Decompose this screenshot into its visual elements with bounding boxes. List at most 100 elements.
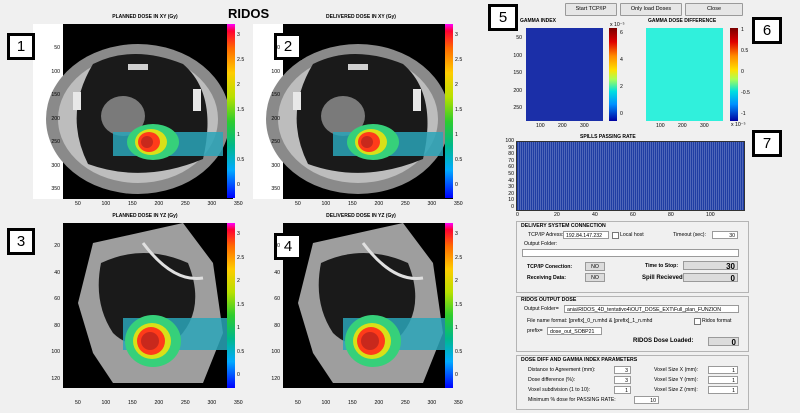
spills-ytick: 70: [508, 157, 514, 164]
dose-colorbar-tick: 1: [455, 132, 458, 138]
dose-colorbar-tick: 0: [455, 372, 458, 378]
plot1-image[interactable]: [33, 24, 233, 199]
ip-input[interactable]: 192.84.147.232: [563, 231, 609, 239]
close-button[interactable]: Close: [685, 3, 743, 16]
output-folder-eq-label: Output Folder=: [524, 306, 559, 312]
prefix-input[interactable]: dose_out_SOBP21: [547, 327, 602, 335]
xy-right-ytick: 150: [271, 92, 280, 98]
xy-left-xtick: 300: [207, 201, 217, 207]
min-dose-input[interactable]: 10: [634, 396, 659, 404]
spills-xtick: 40: [592, 212, 598, 218]
start-tcpip-button[interactable]: Start TCP/IP: [565, 3, 617, 16]
dose-colorbar-tick: 2: [237, 278, 240, 284]
voxel-size-z-input[interactable]: 1: [708, 386, 738, 394]
distance-agreement-input[interactable]: 3: [614, 366, 631, 374]
gamma-diff-badge-number: 6: [755, 20, 779, 41]
xy-left-ytick: 150: [51, 92, 60, 98]
xy-right-ytick: 350: [271, 186, 280, 192]
spills-ytick: 0: [511, 204, 514, 210]
voxel-size-y-label: Voxel Size Y (mm):: [654, 377, 698, 383]
ridos-dose-loaded-value: 0: [708, 337, 739, 347]
spill-received-label: Spill Recieved:: [642, 275, 685, 281]
yz-right-ytick: 100: [271, 349, 280, 355]
spills-xtick: 60: [630, 212, 636, 218]
gamma-xtick: 300: [580, 123, 589, 129]
spills-ytick: 80: [508, 151, 514, 158]
yz-right-xtick: 150: [348, 400, 357, 406]
timeout-input[interactable]: 30: [712, 231, 738, 239]
receiving-data-label: Receiving Data:: [527, 275, 566, 281]
yz-right-ytick: 60: [274, 296, 280, 302]
dose-colorbar-tick: 0: [237, 372, 240, 378]
localhost-checkbox[interactable]: [612, 232, 619, 239]
plot3-colorbar: [227, 223, 235, 388]
spills-xtick: 20: [554, 212, 560, 218]
voxel-size-z-label: Voxel Size Z (mm):: [654, 387, 698, 393]
dose-difference-input[interactable]: 3: [614, 376, 631, 384]
dose-colorbar-tick: 0.5: [237, 157, 245, 163]
yz-left-xtick: 150: [128, 400, 137, 406]
gamma-ytick: 100: [513, 52, 522, 59]
dose-colorbar-tick: 0.5: [455, 157, 463, 163]
yz-right-xtick: 250: [401, 400, 410, 406]
gamma-badge: 5: [488, 4, 518, 31]
plot2-image[interactable]: [253, 24, 453, 199]
yz-left-ytick: 20: [54, 243, 60, 249]
dose-colorbar-tick: 3: [455, 32, 458, 38]
plot3-image[interactable]: [33, 223, 233, 388]
gamma-ytick: 200: [513, 87, 522, 94]
ridos-output-folder-input[interactable]: ania\RIDOS_4D_tentativo4\OUT_DOSE_EXT\Fu…: [564, 305, 739, 313]
voxel-size-y-input[interactable]: 1: [708, 376, 738, 384]
prefix-label: prefix=: [527, 328, 543, 334]
gamma-ytick: 50: [516, 35, 522, 41]
min-dose-label: Minimum % dose for PASSING RATE:: [528, 397, 616, 403]
dose-colorbar-tick: 2: [455, 278, 458, 284]
dose-colorbar-tick: 1.5: [455, 107, 463, 113]
dose-colorbar-tick: 1: [237, 132, 240, 138]
gamma-colorbar: [609, 28, 617, 121]
ridos-format-checkbox[interactable]: [694, 318, 701, 325]
voxel-subdivision-label: Voxel subdivision (1 to 10):: [528, 387, 590, 393]
xy-left-xtick: 150: [128, 201, 137, 207]
params-title: DOSE DIFF AND GAMMA INDEX PARAMETERS: [521, 357, 638, 363]
plot2-badge-number: 2: [277, 36, 299, 57]
gamma-diff-map[interactable]: [646, 28, 723, 121]
xy-left-xtick: 200: [154, 201, 164, 207]
xy-right-xtick: 150: [348, 201, 357, 207]
voxel-subdivision-input[interactable]: 1: [614, 386, 631, 394]
dose-colorbar-tick: 0.5: [237, 348, 245, 355]
plot4-image[interactable]: [253, 223, 453, 388]
xy-right-ytick: 300: [271, 162, 280, 169]
gamma-index-map[interactable]: [526, 28, 603, 121]
dose-colorbar-tick: 2.5: [455, 254, 463, 261]
dose-colorbar-tick: 2.5: [455, 57, 463, 63]
receiving-data-status: NO: [585, 273, 605, 282]
localhost-label: Local host: [620, 232, 644, 238]
spills-ytick: 100: [505, 138, 514, 144]
gamma-diff-cb-tick: 0: [741, 69, 744, 75]
dose-colorbar-tick: 1: [237, 325, 240, 331]
voxel-size-x-input[interactable]: 1: [708, 366, 738, 374]
plot3-badge-number: 3: [10, 231, 32, 252]
only-load-doses-button[interactable]: Only load Doses: [620, 3, 682, 16]
delivery-title: DELIVERY SYSTEM CONNECTION: [521, 223, 606, 229]
dose-colorbar-tick: 0.5: [455, 348, 463, 355]
time-to-stop-value: 30: [683, 261, 738, 271]
file-name-format-text: File name format: [prefix]_0_n.mhd & [pr…: [527, 318, 653, 324]
yz-left-ytick: 100: [51, 349, 60, 355]
xy-right-ytick: 200: [271, 115, 280, 122]
xy-left-ytick: 100: [51, 68, 60, 75]
gamma-cb-tick: 6: [620, 30, 623, 36]
yz-left-xtick: 250: [181, 400, 190, 406]
xy-left-ytick: 200: [51, 115, 60, 122]
gamma-ytick: 150: [513, 70, 522, 76]
output-folder-input[interactable]: [522, 249, 739, 257]
xy-left-ytick: 250: [51, 139, 60, 145]
yz-left-xtick: 300: [207, 400, 217, 406]
xy-right-xtick: 50: [295, 201, 301, 207]
yz-left-ytick: 120: [51, 375, 60, 382]
dose-colorbar-tick: 1.5: [237, 107, 245, 113]
spills-passing-chart[interactable]: [516, 141, 745, 211]
yz-left-xtick: 350: [234, 400, 243, 406]
dose-colorbar-tick: 2.5: [237, 254, 245, 261]
